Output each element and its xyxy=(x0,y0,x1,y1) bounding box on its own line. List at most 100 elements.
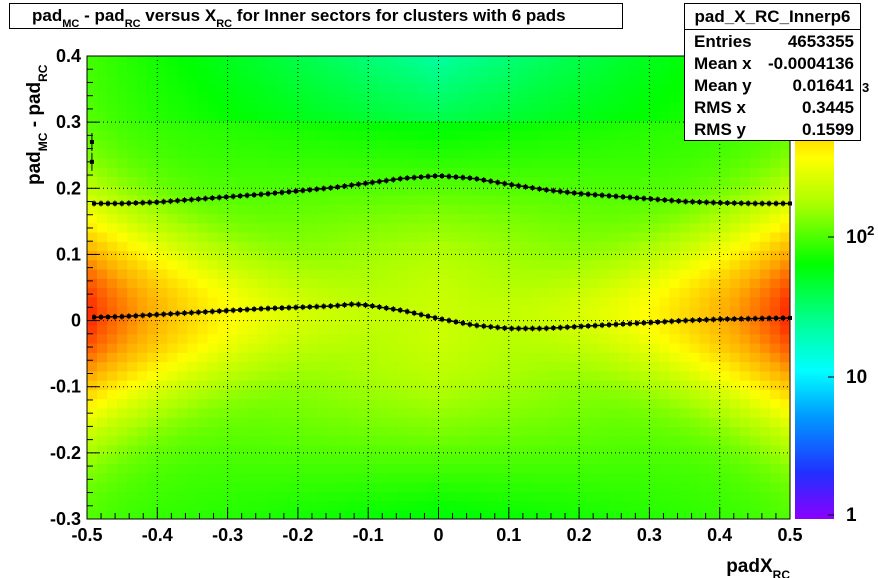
heatmap-cell xyxy=(147,65,158,76)
heatmap-cell xyxy=(759,250,771,261)
heatmap-cell xyxy=(297,139,309,150)
heatmap-cell xyxy=(348,398,359,409)
heatmap-cell xyxy=(639,259,650,270)
heatmap-cell xyxy=(508,259,520,270)
heatmap-cell xyxy=(478,268,490,279)
heatmap-cell xyxy=(498,102,510,113)
heatmap-cell xyxy=(408,148,420,159)
heatmap-cell xyxy=(508,185,520,196)
heatmap-cell xyxy=(438,231,450,242)
heatmap-cell xyxy=(117,500,128,511)
heatmap-cell xyxy=(217,287,229,298)
heatmap-cell xyxy=(769,222,781,233)
heatmap-cell xyxy=(117,65,128,76)
heatmap-cell xyxy=(348,407,359,418)
heatmap-cell xyxy=(107,333,118,344)
heatmap-cell xyxy=(117,509,128,519)
heatmap-cell xyxy=(649,509,661,519)
heatmap-cell xyxy=(338,343,349,353)
heatmap-cell xyxy=(448,361,460,372)
heatmap-cell xyxy=(177,500,189,511)
heatmap-cell xyxy=(107,120,118,131)
heatmap-cell xyxy=(569,278,580,289)
heatmap-cell xyxy=(769,454,781,465)
heatmap-cell xyxy=(398,139,409,150)
heatmap-cell xyxy=(358,241,369,252)
heatmap-cell xyxy=(438,287,450,298)
heatmap-cell xyxy=(328,185,339,196)
heatmap-cell xyxy=(207,380,219,390)
heatmap-cell xyxy=(759,398,771,409)
heatmap-cell xyxy=(147,111,158,122)
heatmap-cell xyxy=(117,93,128,103)
profile-mean-line xyxy=(93,303,791,330)
heatmap-cell xyxy=(669,213,681,224)
heatmap-cell xyxy=(398,204,409,215)
heatmap-cell xyxy=(528,472,540,483)
heatmap-cell xyxy=(378,231,389,242)
heatmap-cell xyxy=(197,213,209,224)
heatmap-cell xyxy=(107,65,118,76)
heatmap-cell xyxy=(317,398,329,409)
heatmap-cell xyxy=(458,389,470,400)
heatmap-cell xyxy=(328,454,339,465)
heatmap-cell xyxy=(448,444,460,455)
heatmap-cell xyxy=(428,56,440,66)
heatmap-cell xyxy=(719,481,731,492)
heatmap-cell xyxy=(749,426,761,437)
heatmap-cell xyxy=(659,93,671,103)
heatmap-cell xyxy=(528,454,540,465)
heatmap-cell xyxy=(157,343,168,353)
heatmap-cell xyxy=(518,111,530,122)
heatmap-cell xyxy=(418,83,430,94)
heatmap-cell xyxy=(488,130,500,140)
heatmap-cell xyxy=(147,268,158,279)
heatmap-cell xyxy=(368,139,379,150)
heatmap-cell xyxy=(107,111,118,122)
heatmap-cell xyxy=(769,278,781,289)
heatmap-cell xyxy=(428,259,440,270)
heatmap-cell xyxy=(257,111,269,122)
heatmap-cell xyxy=(518,130,530,140)
heatmap-cell xyxy=(187,250,199,261)
heatmap-cell xyxy=(559,315,570,326)
heatmap-cell xyxy=(287,231,299,242)
heatmap-cell xyxy=(217,278,229,289)
heatmap-cell xyxy=(488,435,500,446)
heatmap-cell xyxy=(257,65,269,76)
heatmap-cell xyxy=(267,426,279,437)
heatmap-cell xyxy=(689,157,701,168)
heatmap-cell xyxy=(398,176,409,187)
heatmap-cell xyxy=(749,398,761,409)
heatmap-cell xyxy=(518,296,530,307)
heatmap-cell xyxy=(348,176,359,187)
heatmap-cell xyxy=(719,222,731,233)
heatmap-cell xyxy=(348,333,359,344)
heatmap-cell xyxy=(97,509,108,519)
heatmap-cell xyxy=(348,509,359,519)
heatmap-cell xyxy=(287,343,299,353)
heatmap-cell xyxy=(538,268,550,279)
heatmap-cell xyxy=(328,435,339,446)
heatmap-cell xyxy=(408,167,420,177)
heatmap-cell xyxy=(478,380,490,390)
heatmap-cell xyxy=(729,231,741,242)
heatmap-cell xyxy=(559,296,570,307)
heatmap-cell xyxy=(137,324,148,335)
heatmap-cell xyxy=(287,139,299,150)
heatmap-cell xyxy=(528,222,540,233)
heatmap-cell xyxy=(287,361,299,372)
heatmap-cell xyxy=(177,287,189,298)
heatmap-cell xyxy=(107,352,118,363)
heatmap-cell xyxy=(187,315,199,326)
heatmap-cell xyxy=(619,278,630,289)
heatmap-cell xyxy=(297,343,309,353)
heatmap-cell xyxy=(388,324,399,335)
heatmap-cell xyxy=(649,167,661,177)
heatmap-cell xyxy=(518,167,530,177)
heatmap-cell xyxy=(599,444,610,455)
heatmap-cell xyxy=(478,278,490,289)
heatmap-cell xyxy=(468,491,480,502)
heatmap-cell xyxy=(488,278,500,289)
heatmap-cell xyxy=(287,426,299,437)
